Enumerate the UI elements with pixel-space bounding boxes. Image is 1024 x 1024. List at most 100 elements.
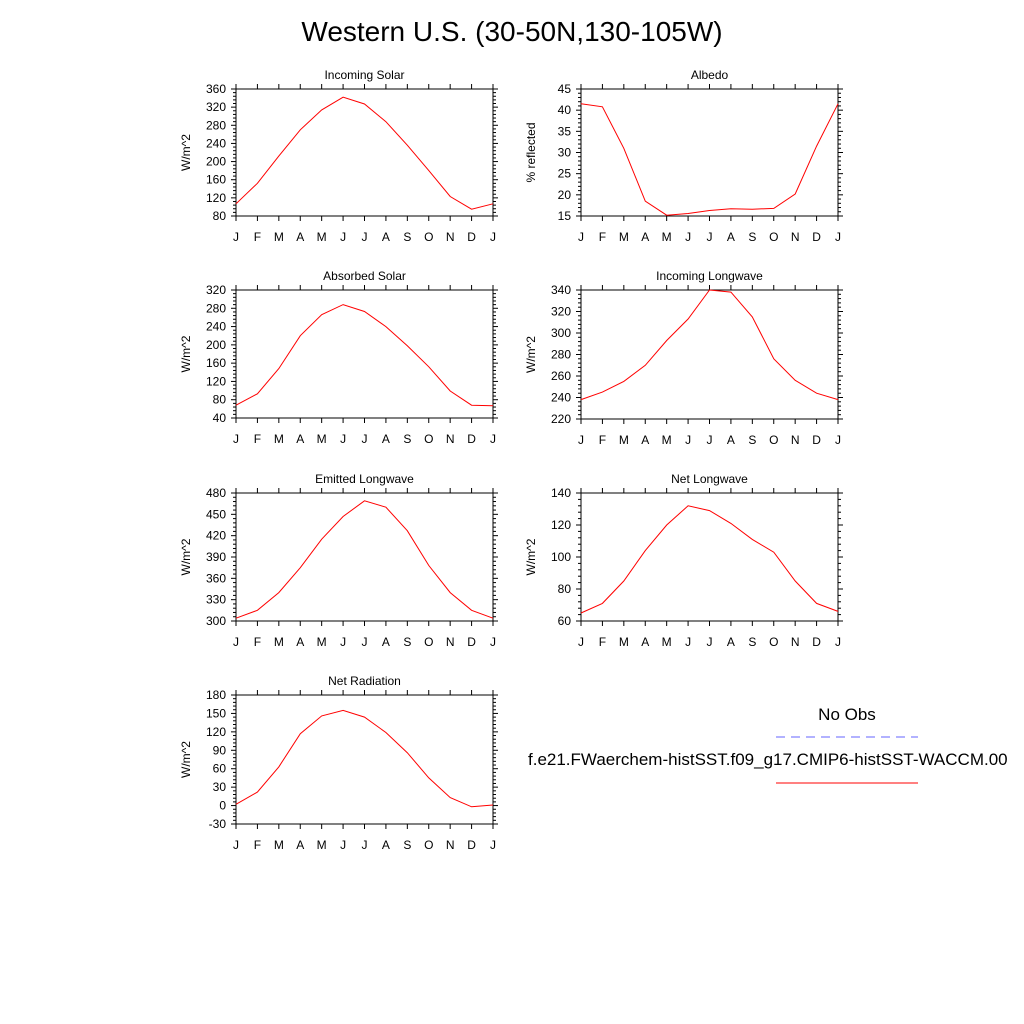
x-tick-label: A: [641, 230, 649, 244]
x-tick-label: A: [727, 635, 735, 649]
x-tick-label: M: [274, 230, 284, 244]
x-tick-label: J: [233, 432, 239, 446]
x-tick-label: O: [424, 838, 433, 852]
y-tick-label: 140: [551, 486, 571, 500]
x-tick-label: O: [769, 230, 778, 244]
x-tick-label: J: [340, 635, 346, 649]
chart-title: Emitted Longwave: [315, 472, 414, 486]
x-tick-label: M: [662, 433, 672, 447]
y-tick-label: 100: [551, 550, 571, 564]
y-tick-label: 180: [206, 688, 226, 702]
y-tick-label: 200: [206, 338, 226, 352]
x-tick-label: J: [340, 838, 346, 852]
y-tick-label: 30: [213, 780, 227, 794]
x-tick-label: J: [835, 433, 841, 447]
x-tick-label: N: [791, 433, 800, 447]
y-tick-label: 280: [206, 301, 226, 315]
y-tick-label: 280: [551, 348, 571, 362]
x-tick-label: M: [317, 432, 327, 446]
plot-frame: [235, 88, 494, 217]
x-tick-label: J: [362, 838, 368, 852]
x-tick-label: A: [296, 838, 304, 852]
x-tick-label: S: [403, 432, 411, 446]
x-tick-label: S: [403, 838, 411, 852]
y-tick-label: 320: [206, 100, 226, 114]
x-tick-label: M: [274, 432, 284, 446]
x-tick-label: S: [403, 230, 411, 244]
x-tick-label: D: [812, 230, 821, 244]
series-line: [580, 505, 839, 614]
x-tick-label: N: [446, 432, 455, 446]
x-tick-label: A: [296, 230, 304, 244]
y-tick-label: 120: [206, 191, 226, 205]
x-tick-label: J: [578, 433, 584, 447]
x-tick-label: J: [685, 433, 691, 447]
x-tick-label: S: [403, 635, 411, 649]
x-tick-label: A: [382, 635, 390, 649]
x-tick-label: D: [467, 230, 476, 244]
series-line: [235, 304, 494, 407]
x-tick-label: J: [685, 635, 691, 649]
series-line: [235, 96, 494, 210]
x-tick-label: M: [317, 230, 327, 244]
chart-title: Incoming Longwave: [656, 269, 763, 283]
x-tick-label: D: [812, 635, 821, 649]
x-tick-label: J: [233, 838, 239, 852]
chart-title: Incoming Solar: [324, 68, 404, 82]
x-tick-label: J: [490, 230, 496, 244]
y-tick-label: 20: [558, 188, 572, 202]
x-tick-label: M: [619, 230, 629, 244]
x-tick-label: A: [641, 635, 649, 649]
y-tick-label: 150: [206, 706, 226, 720]
legend-obs-label: No Obs: [818, 705, 876, 724]
series-line: [580, 103, 839, 216]
x-tick-label: M: [619, 433, 629, 447]
chart-title: Net Radiation: [328, 674, 401, 688]
x-tick-label: J: [835, 635, 841, 649]
x-tick-label: A: [382, 838, 390, 852]
x-tick-label: N: [446, 838, 455, 852]
x-tick-label: D: [812, 433, 821, 447]
x-tick-label: M: [619, 635, 629, 649]
y-tick-label: 160: [206, 173, 226, 187]
y-tick-label: 120: [206, 725, 226, 739]
x-tick-label: F: [254, 432, 261, 446]
x-tick-label: J: [707, 635, 713, 649]
plot-frame: [580, 289, 839, 420]
x-tick-label: M: [274, 635, 284, 649]
y-axis-label: W/m^2: [524, 336, 538, 373]
y-axis-label: W/m^2: [179, 741, 193, 778]
x-tick-label: O: [769, 433, 778, 447]
x-tick-label: J: [340, 230, 346, 244]
y-tick-label: 260: [551, 369, 571, 383]
x-tick-label: J: [362, 432, 368, 446]
y-tick-label: 35: [558, 124, 572, 138]
y-tick-label: 360: [206, 571, 226, 585]
y-tick-label: 330: [206, 593, 226, 607]
y-tick-label: 80: [213, 393, 227, 407]
y-tick-label: 240: [551, 391, 571, 405]
x-tick-label: M: [662, 230, 672, 244]
y-tick-label: 420: [206, 529, 226, 543]
y-tick-label: 80: [558, 582, 572, 596]
y-tick-label: 450: [206, 507, 226, 521]
x-tick-label: M: [317, 838, 327, 852]
x-tick-label: A: [641, 433, 649, 447]
y-tick-label: 0: [219, 799, 226, 813]
x-tick-label: F: [254, 635, 261, 649]
x-tick-label: O: [424, 230, 433, 244]
y-axis-label: W/m^2: [179, 335, 193, 372]
y-tick-label: 80: [213, 209, 227, 223]
figure-title: Western U.S. (30-50N,130-105W): [301, 16, 723, 47]
plot-frame: [235, 289, 494, 419]
y-tick-label: 220: [551, 412, 571, 426]
x-tick-label: J: [362, 230, 368, 244]
plot-frame: [580, 88, 839, 217]
x-tick-label: F: [599, 635, 606, 649]
y-axis-label: W/m^2: [179, 134, 193, 171]
